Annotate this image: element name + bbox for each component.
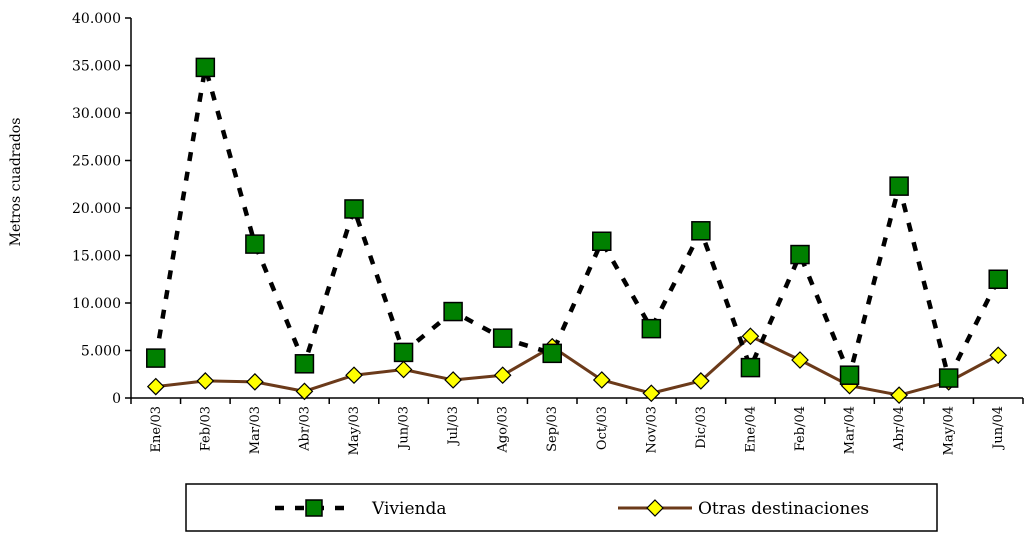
point-vivienda	[592, 231, 612, 251]
x-tick-label: Ene/03	[149, 406, 164, 452]
point-vivienda	[988, 269, 1008, 289]
y-tick-label: 20.000	[72, 201, 121, 217]
point-vivienda	[740, 357, 761, 378]
y-tick-label: 35.000	[72, 59, 121, 75]
x-tick-label: Feb/03	[198, 406, 213, 451]
point-otras-destinaciones	[741, 327, 760, 346]
point-vivienda	[146, 348, 166, 368]
y-tick-label: 15.000	[72, 249, 121, 265]
point-otras-destinaciones	[791, 351, 809, 369]
point-vivienda	[889, 176, 909, 196]
x-tick-label: Abr/04	[892, 406, 907, 452]
point-otras-destinaciones	[394, 360, 413, 379]
point-otras-destinaciones	[493, 366, 512, 385]
series-line-otras-destinaciones	[155, 334, 999, 397]
point-vivienda	[195, 57, 216, 78]
y-tick-label: 5.000	[81, 344, 121, 360]
legend-label-vivienda: Vivienda	[371, 499, 446, 519]
point-vivienda	[691, 221, 711, 241]
x-tick-label: May/03	[347, 406, 362, 455]
point-otras-destinaciones	[345, 366, 363, 385]
series-markers	[146, 57, 1008, 404]
x-tick-label: Dic/03	[694, 406, 709, 449]
point-otras-destinaciones	[246, 373, 264, 391]
x-tick-label: Jun/03	[397, 406, 412, 451]
x-tick-label: Jun/04	[991, 406, 1006, 451]
point-otras-destinaciones	[295, 382, 314, 401]
x-tick-label: Nov/03	[644, 406, 659, 453]
x-tick-label: Abr/03	[297, 406, 312, 452]
point-otras-destinaciones	[890, 386, 908, 404]
point-otras-destinaciones	[444, 371, 462, 389]
point-otras-destinaciones	[989, 346, 1008, 365]
y-tick-label: 30.000	[72, 106, 121, 122]
y-tick-label: 0	[112, 391, 121, 407]
point-otras-destinaciones	[692, 372, 710, 390]
series-line-vivienda	[153, 65, 1001, 381]
point-otras-destinaciones	[642, 384, 661, 403]
legend-marker-vivienda	[305, 499, 323, 517]
point-otras-destinaciones	[196, 372, 215, 390]
x-tick-label: Ene/04	[743, 406, 758, 452]
point-vivienda	[938, 368, 959, 388]
legend-label-otras: Otras destinaciones	[698, 499, 869, 519]
x-tick-label: Sep/03	[545, 406, 560, 452]
point-vivienda	[790, 244, 810, 265]
point-vivienda	[344, 199, 364, 219]
x-tick-label: Mar/04	[843, 406, 858, 454]
x-tick-label: Oct/03	[595, 406, 610, 450]
y-axis-title: Metros cuadrados	[8, 118, 24, 247]
point-vivienda	[839, 365, 860, 385]
y-ticks: 0 5.000 10.000 15.000 20.000 25.000 30.000 35.0…	[72, 11, 131, 407]
point-vivienda	[245, 234, 265, 254]
y-tick-label: 40.000	[72, 11, 121, 27]
x-ticks: Ene/03 Feb/03 Mar/03 Abr/03 May/03 Jun/03 Jul/…	[130, 398, 1024, 455]
point-vivienda	[393, 342, 414, 363]
point-vivienda	[294, 354, 315, 374]
legend-item-otras-destinaciones: Otras destinaciones	[618, 499, 869, 519]
point-otras-destinaciones	[146, 377, 165, 396]
legend: Vivienda Otras destinaciones	[185, 483, 938, 532]
plot-area: 0 5.000 10.000 15.000 20.000 25.000 30.000 35.0…	[72, 11, 1024, 455]
x-tick-label: May/04	[942, 406, 957, 455]
legend-marker-otras	[646, 499, 664, 517]
point-vivienda	[492, 328, 513, 348]
point-otras-destinaciones	[592, 371, 611, 389]
x-tick-label: Feb/04	[793, 406, 808, 451]
x-tick-label: Jul/03	[446, 406, 461, 447]
x-tick-label: Ago/03	[496, 406, 511, 453]
y-tick-label: 25.000	[72, 154, 121, 170]
point-vivienda	[443, 301, 463, 322]
point-vivienda	[641, 318, 662, 339]
point-vivienda	[542, 343, 562, 364]
x-tick-label: Mar/03	[248, 406, 263, 454]
y-tick-label: 10.000	[72, 296, 121, 312]
series-lines	[153, 65, 1001, 397]
legend-item-vivienda: Vivienda	[275, 499, 446, 519]
